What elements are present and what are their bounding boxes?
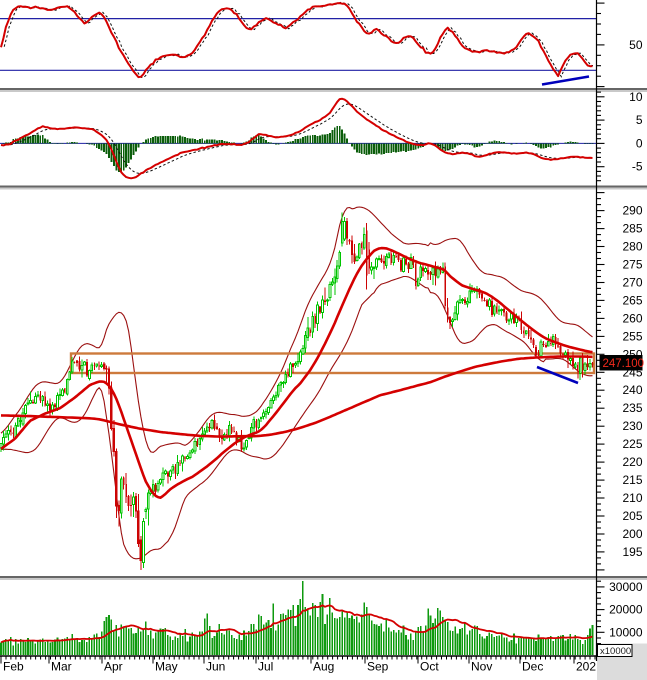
svg-text:205: 205 — [622, 509, 642, 523]
svg-text:270: 270 — [622, 276, 642, 290]
svg-text:Aug: Aug — [313, 660, 334, 674]
svg-text:Feb: Feb — [3, 660, 24, 674]
svg-text:Oct: Oct — [420, 660, 439, 674]
svg-text:20000: 20000 — [609, 603, 643, 617]
svg-text:280: 280 — [622, 240, 642, 254]
svg-text:Sep: Sep — [367, 660, 389, 674]
svg-text:235: 235 — [622, 401, 642, 415]
svg-text:May: May — [155, 660, 178, 674]
svg-text:220: 220 — [622, 455, 642, 469]
svg-text:255: 255 — [622, 329, 642, 343]
svg-text:x10000: x10000 — [600, 646, 631, 657]
svg-text:225: 225 — [622, 437, 642, 451]
svg-text:275: 275 — [622, 258, 642, 272]
svg-text:Mar: Mar — [51, 660, 72, 674]
svg-text:Jul: Jul — [258, 660, 273, 674]
svg-text:240: 240 — [622, 383, 642, 397]
svg-text:195: 195 — [622, 545, 642, 559]
svg-text:10000: 10000 — [609, 625, 643, 639]
svg-text:5: 5 — [636, 113, 643, 127]
svg-text:Nov: Nov — [471, 660, 492, 674]
svg-text:0: 0 — [636, 136, 643, 150]
svg-text:202: 202 — [576, 660, 596, 674]
svg-text:247.100: 247.100 — [603, 358, 645, 370]
svg-text:210: 210 — [622, 491, 642, 505]
svg-text:230: 230 — [622, 419, 642, 433]
svg-text:265: 265 — [622, 293, 642, 307]
svg-text:Apr: Apr — [104, 660, 123, 674]
svg-text:Jun: Jun — [206, 660, 225, 674]
svg-text:50: 50 — [629, 38, 643, 52]
svg-text:Dec: Dec — [522, 660, 543, 674]
svg-text:290: 290 — [622, 204, 642, 218]
svg-text:285: 285 — [622, 222, 642, 236]
svg-text:260: 260 — [622, 311, 642, 325]
svg-text:200: 200 — [622, 527, 642, 541]
svg-text:-5: -5 — [632, 160, 643, 174]
svg-text:30000: 30000 — [609, 580, 643, 594]
svg-text:10: 10 — [629, 90, 643, 104]
svg-text:215: 215 — [622, 473, 642, 487]
